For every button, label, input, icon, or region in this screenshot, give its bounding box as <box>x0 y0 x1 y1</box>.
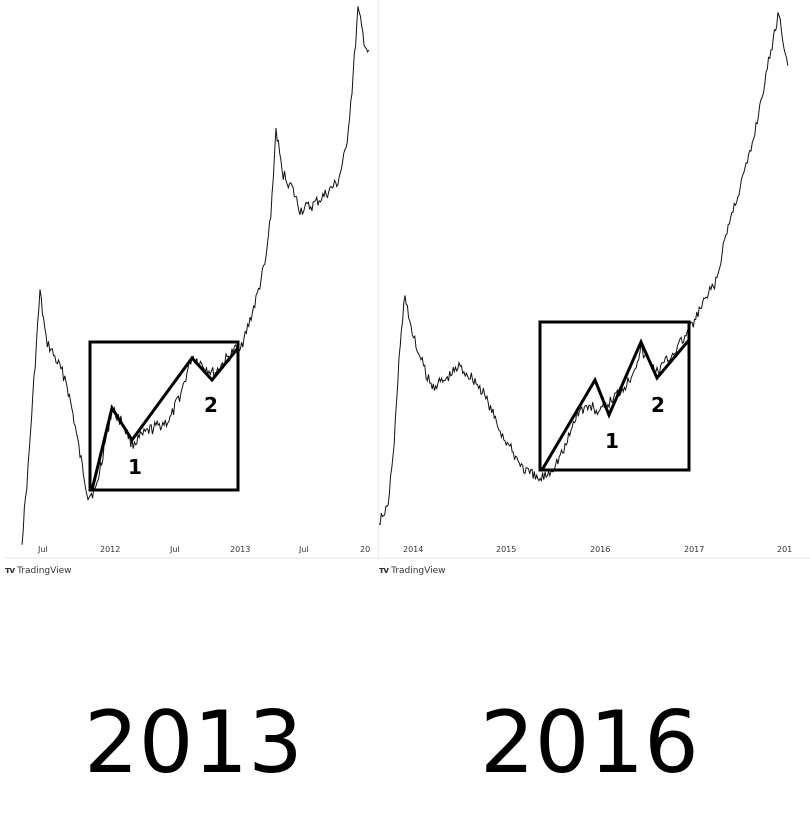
wave-label-1: 1 <box>605 429 619 453</box>
watermark-text: TradingView <box>17 566 72 576</box>
wave-label-1: 1 <box>128 455 142 479</box>
tradingview-watermark: ᴛᴠ TradingView <box>379 566 445 576</box>
x-tick-label: Jul <box>37 545 48 554</box>
wave-path <box>540 338 691 471</box>
caption-2016: 2016 <box>480 693 699 793</box>
wave-path <box>90 347 240 491</box>
chart-panel-2016: 1 2 2014 2015 2016 2017 201 ᴛᴠ TradingVi… <box>379 0 810 600</box>
x-tick-label: 20 <box>360 545 370 554</box>
tradingview-watermark: ᴛᴠ TradingView <box>5 566 71 576</box>
highlight-box <box>538 320 691 472</box>
watermark-text: TradingView <box>391 566 446 576</box>
wave-label-2: 2 <box>204 393 218 417</box>
x-tick-label: Jul <box>169 545 180 554</box>
wave-label-2: 2 <box>651 393 665 417</box>
highlight-box <box>88 340 240 492</box>
x-tick-label: 2017 <box>684 545 704 554</box>
x-tick-label: 2012 <box>100 545 120 554</box>
price-chart-2013: 1 2 Jul 2012 Jul 2013 Jul 20 <box>5 6 378 559</box>
chart-panel-2013: 1 2 Jul 2012 Jul 2013 Jul 20 ᴛᴠ TradingV… <box>0 0 378 600</box>
price-chart-2016: 1 2 2014 2015 2016 2017 201 <box>379 12 810 559</box>
price-series-2013 <box>21 6 370 545</box>
price-series-2016 <box>379 12 789 525</box>
tradingview-logo-icon: ᴛᴠ <box>5 566 15 576</box>
tradingview-logo-icon: ᴛᴠ <box>379 566 389 576</box>
x-tick-label: Jul <box>298 545 309 554</box>
x-tick-label: 2014 <box>403 545 423 554</box>
x-tick-label: 2013 <box>230 545 250 554</box>
x-tick-label: 201 <box>777 545 792 554</box>
x-tick-label: 2016 <box>590 545 610 554</box>
panel-divider <box>378 0 379 560</box>
x-tick-label: 2015 <box>496 545 516 554</box>
caption-2013: 2013 <box>84 693 303 793</box>
